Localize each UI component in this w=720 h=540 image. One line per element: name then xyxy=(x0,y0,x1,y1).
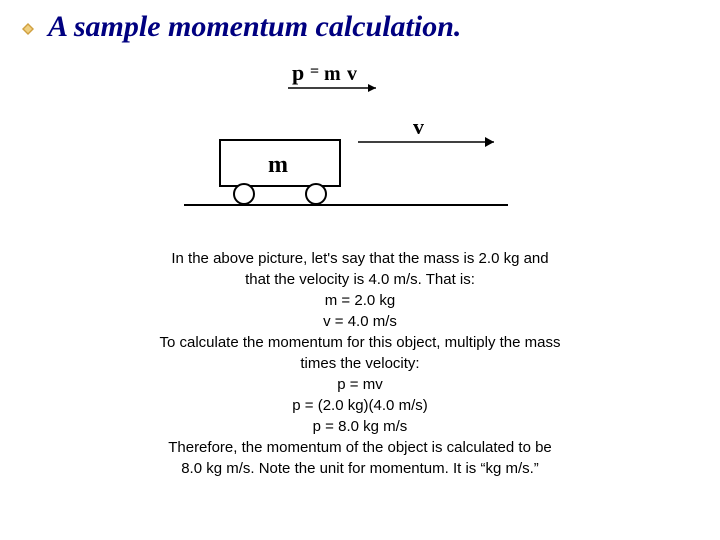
body-text: In the above picture, let's say that the… xyxy=(60,248,660,479)
body-line: p = (2.0 kg)(4.0 m/s) xyxy=(60,395,660,416)
svg-text:m: m xyxy=(324,63,341,85)
body-line: that the velocity is 4.0 m/s. That is: xyxy=(60,269,660,290)
body-line: 8.0 kg m/s. Note the unit for momentum. … xyxy=(60,458,660,479)
momentum-diagram: p = m v v m xyxy=(180,58,520,218)
body-line: In the above picture, let's say that the… xyxy=(60,248,660,269)
bullet-icon xyxy=(22,22,34,34)
svg-text:m: m xyxy=(268,152,288,178)
svg-text:p: p xyxy=(292,60,304,85)
page-title: A sample momentum calculation. xyxy=(48,10,461,44)
body-line: To calculate the momentum for this objec… xyxy=(60,332,660,353)
body-line: p = mv xyxy=(60,374,660,395)
body-line: Therefore, the momentum of the object is… xyxy=(60,437,660,458)
body-line: times the velocity: xyxy=(60,353,660,374)
body-line: v = 4.0 m/s xyxy=(60,311,660,332)
body-line: m = 2.0 kg xyxy=(60,290,660,311)
svg-text:v: v xyxy=(347,63,357,85)
svg-text:v: v xyxy=(413,114,424,139)
svg-text:=: = xyxy=(310,63,319,80)
body-line: p = 8.0 kg m/s xyxy=(60,416,660,437)
